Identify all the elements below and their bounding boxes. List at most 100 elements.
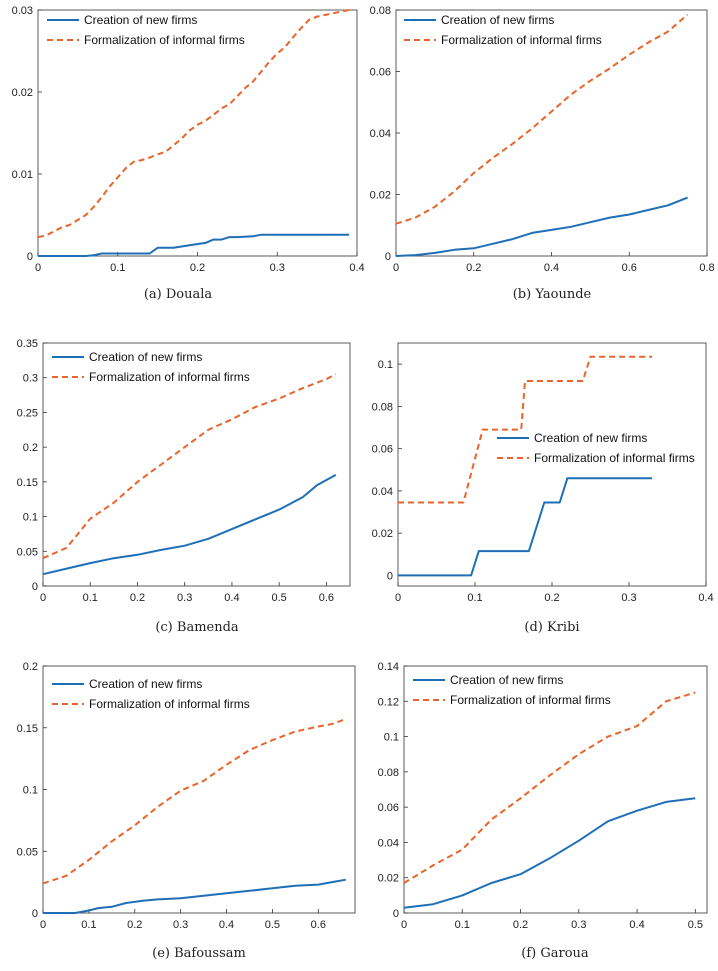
series-line-formalization [398, 355, 653, 504]
series-line-formalization [42, 718, 347, 885]
y-tick-label: 0.04 [372, 486, 393, 498]
x-tick-label: 0 [395, 592, 401, 604]
x-tick-label: 0.2 [130, 592, 145, 604]
y-tick-label: 0.08 [372, 401, 393, 413]
y-tick-label: 0.1 [23, 785, 38, 797]
subfigure-caption: (c) Bamenda [155, 620, 239, 635]
x-tick-label: 0.4 [219, 919, 234, 931]
y-tick-label: 0.1 [384, 732, 399, 744]
x-tick-label: 0 [40, 592, 46, 604]
series-line-new-firms [42, 474, 337, 576]
x-tick-label: 0.3 [571, 919, 586, 931]
legend-label: Formalization of informal firms [89, 370, 250, 384]
chart-panel-4: 0 0.1 0.2 0.3 0.4 0 0.02 0.04 0.06 0.08 0.1 Creatio… [372, 342, 714, 635]
x-tick-label: 0.4 [544, 262, 559, 274]
series-line-formalization [37, 9, 350, 239]
x-tick-label: 0 [401, 919, 407, 931]
x-tick-label: 0.5 [265, 919, 280, 931]
x-tick-label: 0.6 [311, 919, 326, 931]
y-tick-label: 0.06 [378, 802, 399, 814]
legend-label: Creation of new firms [450, 673, 563, 687]
subfigure-caption: (d) Kribi [524, 620, 579, 635]
legend-label: Creation of new firms [89, 677, 202, 691]
y-tick-label: 0.02 [372, 528, 393, 540]
y-tick-label: 0 [32, 581, 38, 593]
y-tick-label: 0 [387, 570, 393, 582]
x-tick-label: 0.2 [466, 262, 481, 274]
y-tick-label: 0.1 [23, 512, 38, 524]
y-tick-label: 0.03 [12, 5, 33, 17]
y-tick-label: 0.05 [17, 846, 38, 858]
legend-label: Creation of new firms [84, 13, 197, 27]
legend-label: Creation of new firms [534, 431, 647, 445]
y-tick-label: 0.01 [12, 169, 33, 181]
series-line-formalization [42, 373, 337, 560]
y-tick-label: 0.1 [378, 359, 393, 371]
x-tick-label: 0.5 [272, 592, 287, 604]
y-tick-label: 0 [27, 251, 33, 263]
y-tick-label: 0.04 [370, 128, 391, 140]
y-tick-label: 0 [393, 908, 399, 920]
series-line-formalization [395, 13, 689, 225]
y-tick-label: 0.2 [23, 661, 38, 673]
x-tick-label: 0.4 [349, 262, 364, 274]
x-tick-label: 0 [35, 262, 41, 274]
y-tick-label: 0.06 [370, 67, 391, 79]
plot-frame [42, 342, 351, 587]
x-tick-label: 0 [393, 262, 399, 274]
subfigure-caption: (f) Garoua [521, 946, 589, 961]
chart-panel-6: 0 0.1 0.2 0.3 0.4 0.5 0 0.02 0.04 0.06 0.08 0.1 0.12… [378, 661, 708, 961]
series-line-new-firms [38, 233, 349, 257]
x-tick-label: 0.4 [698, 592, 713, 604]
legend-label: Creation of new firms [89, 350, 202, 364]
x-tick-label: 0.3 [270, 262, 285, 274]
legend-label: Formalization of informal firms [441, 33, 602, 47]
x-tick-label: 0.1 [83, 592, 98, 604]
x-tick-label: 0.2 [513, 919, 528, 931]
x-tick-label: 0.2 [544, 592, 559, 604]
y-tick-label: 0.02 [370, 190, 391, 202]
x-tick-label: 0.1 [110, 262, 125, 274]
y-tick-label: 0.04 [378, 837, 399, 849]
x-tick-label: 0.2 [190, 262, 205, 274]
x-tick-label: 0.1 [81, 919, 96, 931]
y-tick-label: 0.12 [378, 696, 399, 708]
series-line-formalization [403, 691, 696, 884]
x-tick-label: 0.5 [688, 919, 703, 931]
y-tick-label: 0 [32, 908, 38, 920]
y-tick-label: 0.08 [370, 5, 391, 17]
x-tick-label: 0.2 [127, 919, 142, 931]
legend-label: Creation of new firms [441, 13, 554, 27]
series-line-new-firms [395, 196, 688, 257]
series-line-new-firms [43, 878, 346, 914]
y-tick-label: 0 [385, 251, 391, 263]
plot-frame [403, 665, 708, 914]
x-tick-label: 0 [40, 919, 46, 931]
y-tick-label: 0.25 [17, 407, 38, 419]
series-line-new-firms [398, 477, 653, 577]
y-tick-label: 0.15 [17, 723, 38, 735]
x-tick-label: 0.8 [699, 262, 714, 274]
chart-panel-5: 0 0.1 0.2 0.3 0.4 0.5 0.6 0 0.05 0.1 0.15 0.2 Creati… [17, 661, 356, 961]
y-tick-label: 0.05 [17, 546, 38, 558]
subfigure-caption: (b) Yaounde [513, 287, 592, 302]
x-tick-label: 0.4 [629, 919, 644, 931]
legend-label: Formalization of informal firms [89, 697, 250, 711]
y-tick-label: 0.2 [23, 442, 38, 454]
x-tick-label: 0.3 [621, 592, 636, 604]
chart-panel-1: 0 0.1 0.2 0.3 0.4 0 0.01 0.02 0.03 Creation of ne… [12, 5, 365, 302]
legend-label: Formalization of informal firms [534, 451, 695, 465]
subfigure-caption: (a) Douala [144, 287, 213, 302]
x-tick-label: 0.3 [177, 592, 192, 604]
y-tick-label: 0.15 [17, 477, 38, 489]
subfigure-caption: (e) Bafoussam [152, 946, 246, 961]
x-tick-label: 0.6 [622, 262, 637, 274]
x-tick-label: 0.1 [467, 592, 482, 604]
y-tick-label: 0.3 [23, 373, 38, 385]
y-tick-label: 0.02 [378, 873, 399, 885]
y-tick-label: 0.35 [17, 338, 38, 350]
x-tick-label: 0.6 [319, 592, 334, 604]
legend-label: Formalization of informal firms [84, 33, 245, 47]
legend-label: Formalization of informal firms [450, 693, 611, 707]
